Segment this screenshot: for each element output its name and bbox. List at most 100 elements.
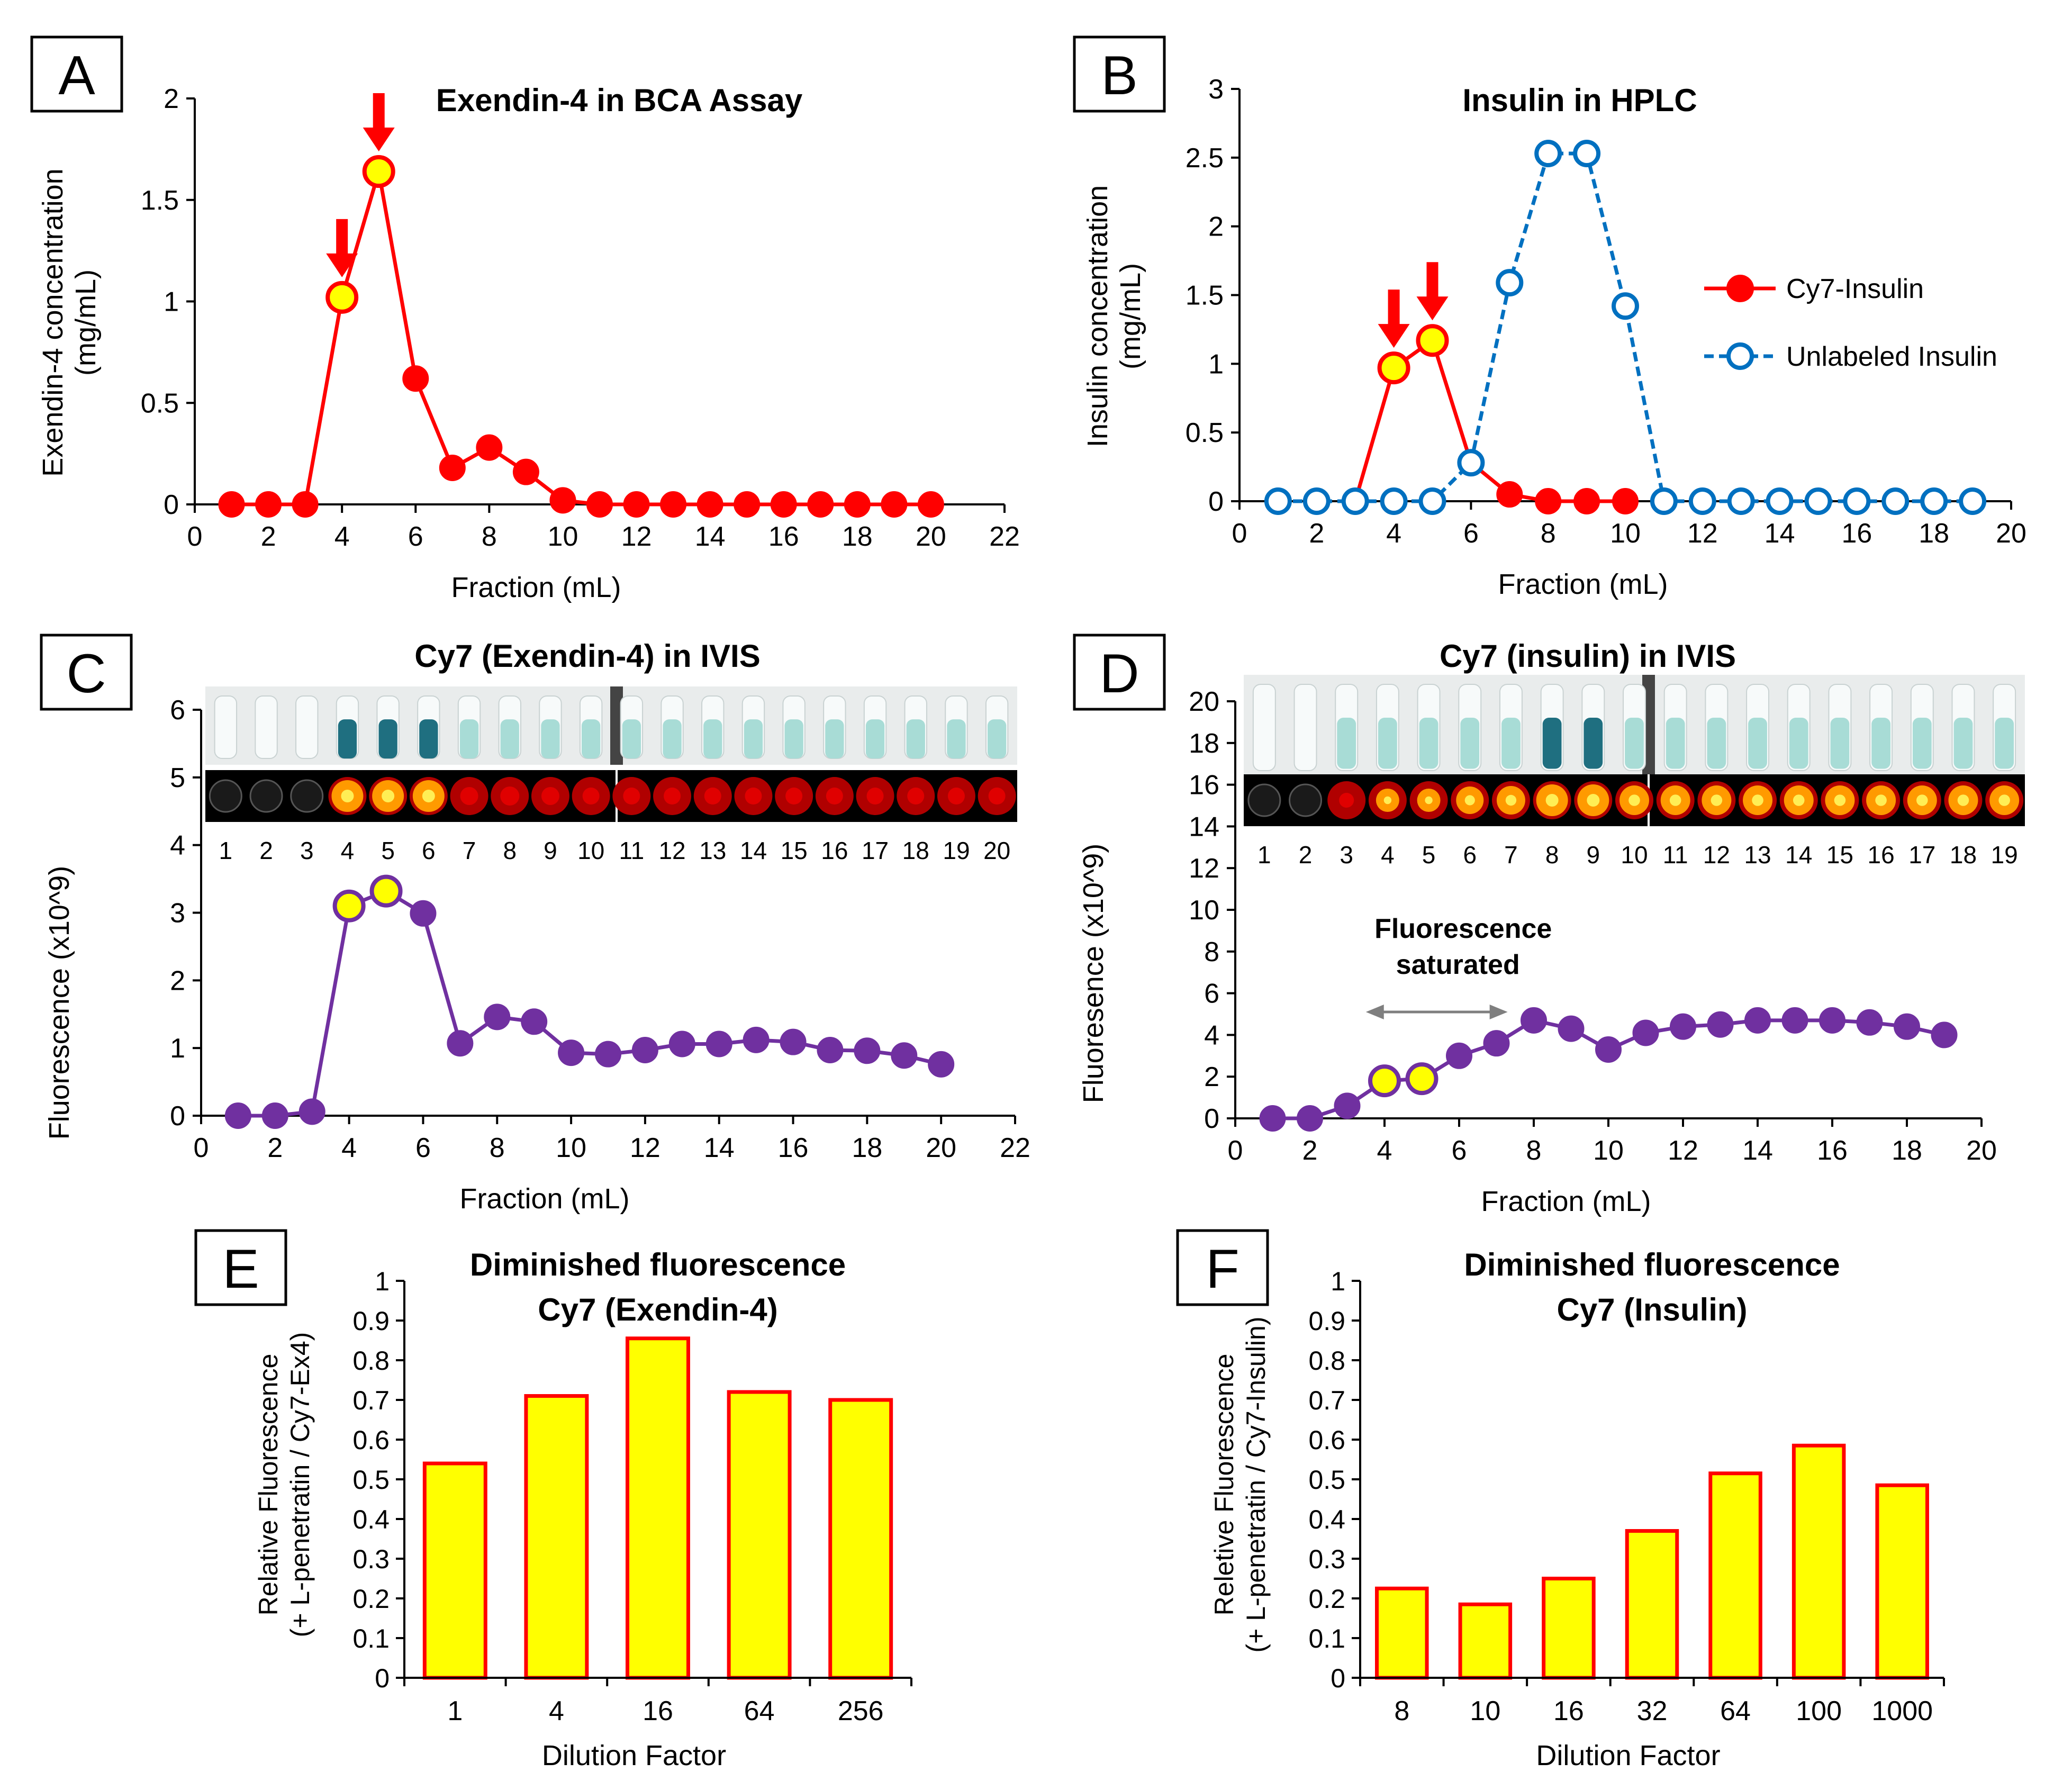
y-tick-label: 2 [164, 84, 179, 114]
panel-label: D [1099, 643, 1139, 704]
ivis-well-hot [1587, 794, 1600, 807]
data-point [255, 491, 282, 518]
tube-liquid [1501, 718, 1521, 769]
well-label: 12 [1703, 841, 1730, 869]
tube [1293, 684, 1317, 771]
y-tick-label: 0.3 [352, 1544, 390, 1574]
y-axis-label: (+ L-penetratin / Cy7-Insulin) [1241, 1316, 1271, 1652]
tube [255, 695, 278, 759]
tube-liquid [1419, 718, 1438, 769]
y-tick-label: 0.9 [352, 1306, 390, 1336]
x-tick-label: 12 [621, 521, 652, 552]
peak-arrow-icon [326, 219, 358, 277]
y-tick-label: 16 [1189, 770, 1219, 801]
x-tick-label: 6 [408, 521, 423, 552]
panel-label: A [58, 45, 95, 106]
data-point [1264, 487, 1292, 515]
chart-title: Cy7 (Insulin) [1557, 1292, 1747, 1327]
x-tick-label: 20 [916, 521, 946, 552]
data-point [447, 1030, 474, 1057]
tube-liquid [865, 719, 885, 759]
well-label: 8 [1545, 841, 1559, 869]
x-tick-label: 18 [852, 1133, 882, 1163]
ivis-well-hot [1916, 794, 1928, 806]
data-point [844, 491, 871, 518]
y-tick-label: 3 [170, 898, 185, 929]
x-tick-label: 6 [415, 1133, 431, 1163]
x-axis-label: Fraction (mL) [459, 1183, 629, 1215]
data-point [928, 1051, 955, 1078]
well-label: 6 [422, 837, 436, 864]
x-tick-label: 0 [1232, 518, 1247, 549]
data-point [512, 458, 539, 485]
tube-liquid [459, 719, 479, 759]
y-tick-label: 0.5 [141, 388, 179, 419]
y-tick-label: 0.1 [1308, 1624, 1345, 1653]
ivis-well [1247, 783, 1281, 817]
well-label: 3 [300, 837, 314, 864]
x-tick-label: 16 [768, 521, 799, 552]
ivis-well-hot [1425, 796, 1433, 804]
data-point [1894, 1013, 1920, 1040]
x-tick-label: 8 [1394, 1696, 1409, 1726]
ivis-well-core [623, 788, 640, 804]
chart-B: Insulin in HPLC 0 2 4 6 8 10 12 14 16 18 20 0 0.5 1 1.5… [1082, 74, 2026, 600]
x-tick-label: 2 [1309, 518, 1324, 549]
well-label: 19 [943, 837, 970, 864]
y-axis-label: Reletive Fluorescence [1209, 1354, 1239, 1616]
ivis-well-core [704, 788, 721, 804]
peak-arrow-icon [363, 93, 395, 152]
well-label: 14 [1785, 841, 1812, 869]
y-tick-label: 18 [1189, 728, 1219, 759]
x-tick-label: 14 [1742, 1135, 1773, 1166]
chart-title: Cy7 (Exendin-4) [538, 1292, 777, 1327]
data-point [1341, 487, 1369, 515]
tube-liquid [1995, 718, 2014, 769]
data-point [1534, 140, 1562, 168]
well-label: 2 [259, 837, 273, 864]
data-point [854, 1037, 881, 1064]
y-tick-label: 1 [164, 287, 179, 318]
y-tick-label: 0.1 [352, 1624, 390, 1653]
x-tick-label: 1000 [1871, 1696, 1933, 1726]
well-label: 12 [658, 837, 685, 864]
x-tick-label: 18 [1919, 518, 1949, 549]
data-point [1632, 1019, 1659, 1046]
x-tick-label: 14 [695, 521, 726, 552]
tube-liquid [1666, 718, 1685, 769]
data-point [623, 491, 650, 518]
data-point-highlight [1405, 1062, 1438, 1096]
y-tick-label: 0.9 [1308, 1306, 1345, 1336]
ivis-well-hot [1752, 794, 1763, 806]
x-tick-label: 12 [630, 1133, 660, 1163]
panel-A: A [30, 35, 123, 113]
data-point [770, 491, 797, 518]
x-tick-label: 16 [1553, 1696, 1584, 1726]
tube-liquid [744, 719, 763, 759]
panel-F: F [1176, 1229, 1269, 1306]
y-tick-label: 0 [1331, 1664, 1345, 1693]
x-tick-label: 16 [643, 1696, 673, 1726]
y-tick-label: 20 [1189, 686, 1219, 717]
tube-liquid [703, 719, 722, 759]
y-tick-label: 0.5 [1308, 1465, 1345, 1495]
data-point [1457, 449, 1485, 477]
data-point [1595, 1036, 1622, 1063]
bar [1542, 1577, 1596, 1680]
ivis-well-core [582, 788, 600, 804]
x-tick-label: 10 [1593, 1135, 1624, 1166]
y-tick-label: 0.4 [1308, 1505, 1345, 1534]
y-axis-label: (mg/mL) [1115, 263, 1146, 369]
panel-B: B [1073, 35, 1166, 113]
bar [828, 1398, 893, 1680]
y-tick-label: 0 [375, 1664, 390, 1693]
annotation-arrowhead-icon [1489, 1005, 1508, 1020]
well-label: 18 [902, 837, 929, 864]
chart-title: Diminished fluorescence [1464, 1247, 1840, 1282]
ivis-well-core [826, 788, 843, 804]
y-tick-label: 3 [1208, 74, 1224, 105]
data-point [224, 1102, 251, 1129]
bar [1791, 1443, 1846, 1680]
data-point [410, 900, 437, 927]
x-tick-label: 4 [1386, 518, 1401, 549]
